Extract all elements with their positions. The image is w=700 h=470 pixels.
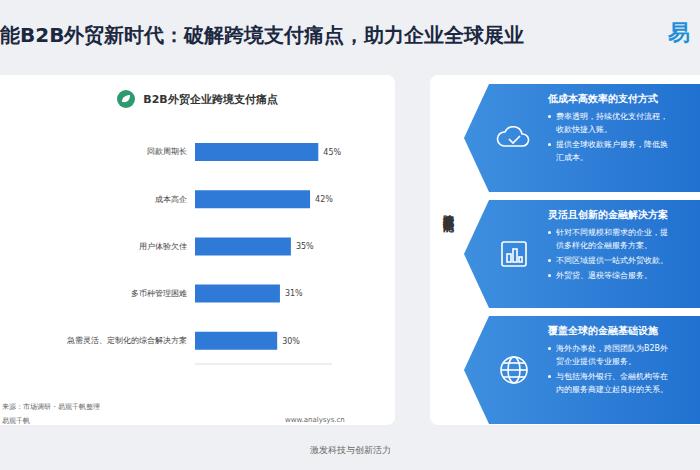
svg-text:35%: 35% xyxy=(296,242,314,251)
html-text:低成本高效率的支付方式: 低成本高效率的支付方式 xyxy=(548,93,658,104)
html-text:内的服务商建立起良好的关系。: 内的服务商建立起良好的关系。 xyxy=(556,385,668,394)
html-text:能B2B外贸新时代：破解跨境支付痛点，助力企业全球展业: 能B2B外贸新时代：破解跨境支付痛点，助力企业全球展业 xyxy=(0,23,525,47)
html-text:www.analysys.cn: www.analysys.cn xyxy=(285,416,345,424)
html-text:易: 易 xyxy=(668,20,690,45)
html-text:B2B外贸企业跨境支付痛点: B2B外贸企业跨境支付痛点 xyxy=(143,92,278,106)
svg-text:回款周期长: 回款周期长 xyxy=(147,147,187,156)
svg-text:30%: 30% xyxy=(282,337,300,346)
svg-text:成本高企: 成本高企 xyxy=(155,195,187,204)
html-text:供多样化的金融服务方案。: 供多样化的金融服务方案。 xyxy=(556,241,652,250)
html-text:外贸贷、退税等综合服务。: 外贸贷、退税等综合服务。 xyxy=(556,271,652,280)
html-text:针对不同规模和需求的企业，提: 针对不同规模和需求的企业，提 xyxy=(556,228,668,237)
html-text:海外办事处，跨国团队为B2B外: 海外办事处，跨国团队为B2B外 xyxy=(556,344,669,353)
svg-text:用户体验欠佳: 用户体验欠佳 xyxy=(139,242,187,251)
html-text:收款快捷入账。: 收款快捷入账。 xyxy=(556,125,612,134)
svg-text:多币种管理困难: 多币种管理困难 xyxy=(131,289,187,298)
svg-text:31%: 31% xyxy=(285,289,303,298)
html-text:激发科技与创新活力: 激发科技与创新活力 xyxy=(309,445,391,455)
html-text:来源：市场调研・易观千帆整理: 来源：市场调研・易观千帆整理 xyxy=(2,403,100,411)
html-text:汇成本。: 汇成本。 xyxy=(556,153,588,162)
html-text:覆盖全球的金融基础设施: 覆盖全球的金融基础设施 xyxy=(548,325,658,336)
html-text:贸企业提供专业服务。: 贸企业提供专业服务。 xyxy=(556,357,636,366)
svg-text:42%: 42% xyxy=(315,195,333,204)
html-text:费率透明，持续优化支付流程，: 费率透明，持续优化支付流程， xyxy=(556,112,668,121)
html-text:不同区域提供一站式外贸收款。: 不同区域提供一站式外贸收款。 xyxy=(556,256,668,265)
html-text:跨境支付厂商赋能: 跨境支付厂商赋能 xyxy=(442,205,455,213)
html-text:提供全球收款账户服务，降低换: 提供全球收款账户服务，降低换 xyxy=(556,140,668,149)
svg-text:急需灵活、定制化的综合解决方案: 急需灵活、定制化的综合解决方案 xyxy=(66,336,187,345)
svg-text:45%: 45% xyxy=(323,148,341,157)
html-text:灵活且创新的金融解决方案: 灵活且创新的金融解决方案 xyxy=(548,209,668,220)
html-text:与包括海外银行、金融机构等在: 与包括海外银行、金融机构等在 xyxy=(556,372,668,381)
html-text:易观千帆: 易观千帆 xyxy=(2,417,30,425)
